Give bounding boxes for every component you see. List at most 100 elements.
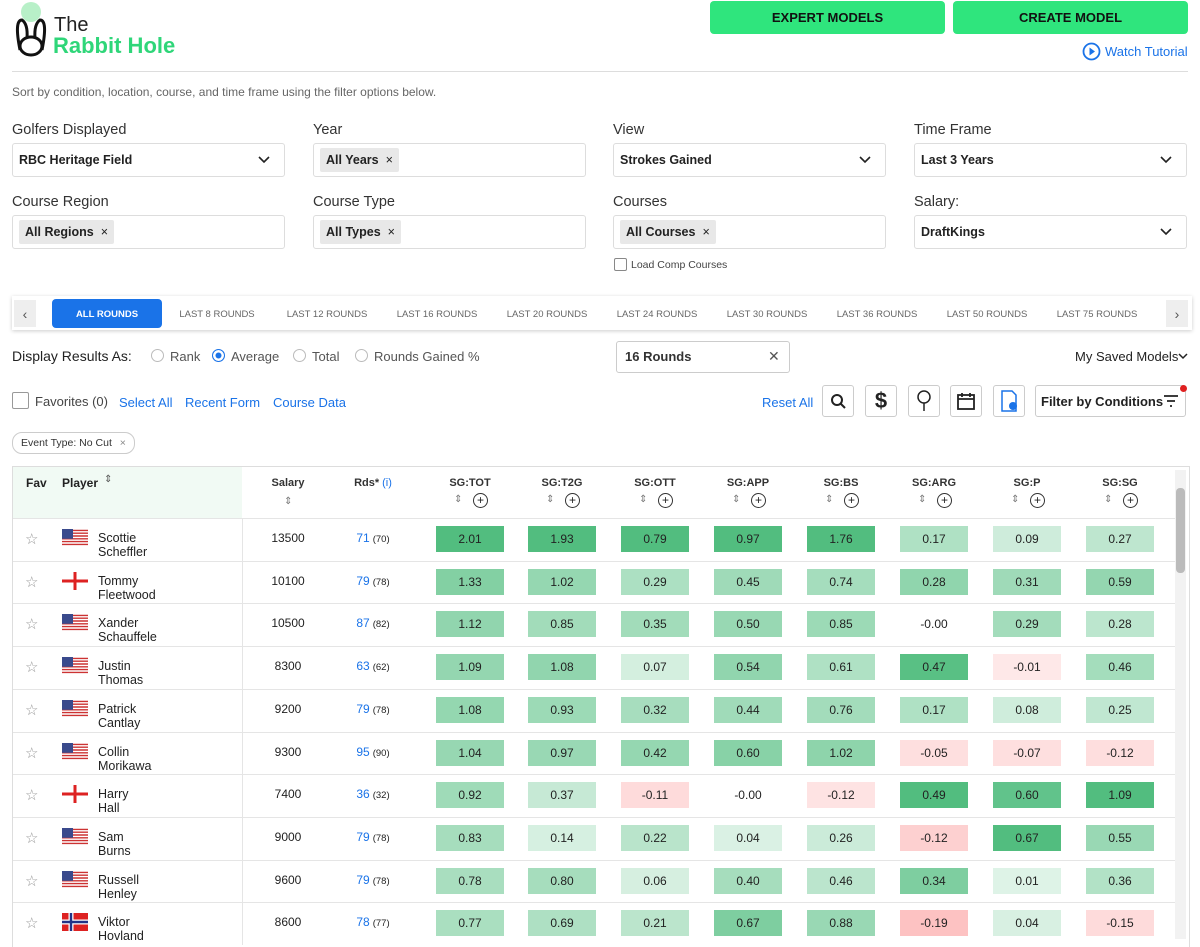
watch-tutorial-link[interactable]: Watch Tutorial bbox=[1105, 44, 1188, 59]
calendar-button[interactable] bbox=[950, 385, 982, 417]
sort-icon[interactable]: ⇕ bbox=[104, 474, 113, 485]
player-name[interactable]: Tommy Fleetwood bbox=[98, 573, 156, 602]
add-button[interactable]: + bbox=[658, 493, 673, 508]
sort-icon[interactable]: ⇕ bbox=[1104, 494, 1113, 505]
player-name[interactable]: Viktor Hovland bbox=[98, 915, 144, 944]
favorite-star[interactable]: ☆ bbox=[25, 829, 39, 847]
sort-icon[interactable]: ⇕ bbox=[1011, 494, 1020, 505]
filter-box[interactable]: All Regions × bbox=[12, 215, 285, 249]
add-button[interactable]: + bbox=[473, 493, 488, 508]
sort-icon[interactable]: ⇕ bbox=[546, 494, 555, 505]
radio[interactable] bbox=[355, 349, 368, 362]
saved-models[interactable]: My Saved Models bbox=[1075, 349, 1179, 364]
player-name[interactable]: Harry Hall bbox=[98, 787, 129, 816]
tab[interactable]: LAST 36 ROUNDS bbox=[836, 309, 918, 320]
filter-box[interactable]: DraftKings bbox=[914, 215, 1187, 249]
sort-icon[interactable]: ⇕ bbox=[732, 494, 741, 505]
filter-box[interactable]: Strokes Gained bbox=[613, 143, 886, 177]
sort-icon[interactable]: ⇕ bbox=[284, 496, 293, 507]
filter-label: View bbox=[613, 122, 645, 138]
sort-icon[interactable]: ⇕ bbox=[639, 494, 648, 505]
tab-next[interactable]: › bbox=[1166, 300, 1188, 327]
tab[interactable]: LAST 8 ROUNDS bbox=[179, 309, 255, 320]
filter-button[interactable] bbox=[1035, 385, 1186, 417]
favorite-star[interactable]: ☆ bbox=[25, 744, 39, 762]
player-name[interactable]: Xander Schauffele bbox=[98, 616, 157, 645]
add-button[interactable]: + bbox=[751, 493, 766, 508]
sort-icon[interactable]: ⇕ bbox=[454, 494, 463, 505]
tab-active-bg[interactable] bbox=[52, 299, 162, 328]
radio[interactable] bbox=[293, 349, 306, 362]
sg-cell: -0.00 bbox=[734, 788, 762, 803]
rounds: 79 (78) bbox=[323, 702, 423, 716]
favorite-star[interactable]: ☆ bbox=[25, 659, 39, 677]
radio[interactable] bbox=[212, 349, 225, 362]
player-name[interactable]: Scottie Scheffler bbox=[98, 531, 148, 559]
favorite-star[interactable]: ☆ bbox=[25, 573, 39, 591]
filter-label[interactable]: Filter by Conditions bbox=[1041, 394, 1164, 409]
rounds-input[interactable]: 16 Rounds bbox=[625, 349, 692, 364]
add-button[interactable]: + bbox=[1030, 493, 1045, 508]
chip-text: All Types bbox=[326, 225, 381, 239]
sg-cell: 0.80 bbox=[528, 867, 596, 894]
toolbar-link[interactable]: Course Data bbox=[273, 395, 346, 410]
add-button[interactable]: + bbox=[1123, 493, 1138, 508]
sort-icon[interactable]: ⇕ bbox=[825, 494, 834, 505]
tab[interactable]: ALL ROUNDS bbox=[75, 309, 139, 320]
filter-box[interactable]: All Years × bbox=[313, 143, 586, 177]
event-tag[interactable]: Event Type: No Cut × bbox=[12, 432, 135, 454]
player-name[interactable]: Sam Burns bbox=[98, 829, 131, 858]
favorite-star[interactable]: ☆ bbox=[25, 701, 39, 719]
filter-box[interactable]: Last 3 Years bbox=[914, 143, 1187, 177]
tab[interactable]: LAST 50 ROUNDS bbox=[946, 309, 1028, 320]
radio[interactable] bbox=[151, 349, 164, 362]
player-name[interactable]: Patrick Cantlay bbox=[98, 701, 141, 730]
filter-box[interactable]: All Types × bbox=[313, 215, 586, 249]
tab[interactable]: LAST 12 ROUNDS bbox=[286, 309, 368, 320]
sort-icon[interactable]: ⇕ bbox=[918, 494, 927, 505]
clear-icon[interactable]: ✕ bbox=[768, 348, 780, 364]
filter-box[interactable]: All Courses × bbox=[613, 215, 886, 249]
tab[interactable]: LAST 16 ROUNDS bbox=[396, 309, 478, 320]
tab[interactable]: LAST 24 ROUNDS bbox=[616, 309, 698, 320]
tag-remove[interactable]: × bbox=[119, 437, 126, 449]
player-name[interactable]: Justin Thomas bbox=[98, 659, 144, 688]
tab[interactable]: LAST 75 ROUNDS bbox=[1056, 309, 1138, 320]
favorite-star[interactable]: ☆ bbox=[25, 872, 39, 890]
row-divider bbox=[13, 646, 1175, 648]
add-button[interactable]: + bbox=[844, 493, 859, 508]
add-button[interactable]: + bbox=[937, 493, 952, 508]
favorite-star[interactable]: ☆ bbox=[25, 787, 39, 805]
create-model-button[interactable]: CREATE MODEL bbox=[953, 1, 1188, 34]
export-button[interactable] bbox=[993, 385, 1025, 417]
favorite-star[interactable]: ☆ bbox=[25, 616, 39, 634]
flag bbox=[62, 827, 88, 851]
tab[interactable]: LAST 30 ROUNDS bbox=[726, 309, 808, 320]
salary-button[interactable]: $ bbox=[865, 385, 897, 417]
rounds: 36 (32) bbox=[323, 787, 423, 801]
player-name[interactable]: Collin Morikawa bbox=[98, 744, 152, 773]
tab-prev[interactable]: ‹ bbox=[14, 300, 36, 327]
add-button[interactable]: + bbox=[565, 493, 580, 508]
search-button[interactable] bbox=[822, 385, 854, 417]
sg-cell: -0.00 bbox=[920, 617, 948, 632]
filter-box[interactable]: RBC Heritage Field bbox=[12, 143, 285, 177]
rounds-count: 71 bbox=[356, 531, 370, 545]
toolbar-link[interactable]: Select All bbox=[119, 395, 173, 410]
reset-all[interactable]: Reset All bbox=[762, 395, 814, 410]
favorite-star[interactable]: ☆ bbox=[25, 531, 39, 548]
favorite-star[interactable]: ☆ bbox=[25, 915, 39, 933]
radio-label: Rank bbox=[170, 349, 201, 364]
sg-cell: 0.61 bbox=[807, 654, 875, 681]
sg-cell: 0.04 bbox=[714, 824, 782, 851]
tab[interactable]: LAST 20 ROUNDS bbox=[506, 309, 588, 320]
rounds-input-box[interactable] bbox=[616, 341, 790, 373]
column-title: SG:T2G bbox=[541, 477, 583, 489]
favorites-checkbox[interactable] bbox=[12, 392, 29, 409]
player-name[interactable]: Russell Henley bbox=[98, 872, 139, 901]
golf-button[interactable] bbox=[908, 385, 940, 417]
column-header: Player bbox=[62, 476, 99, 490]
toolbar-link[interactable]: Recent Form bbox=[185, 395, 261, 410]
checkbox[interactable] bbox=[614, 258, 627, 271]
expert-models-button[interactable]: EXPERT MODELS bbox=[710, 1, 945, 34]
